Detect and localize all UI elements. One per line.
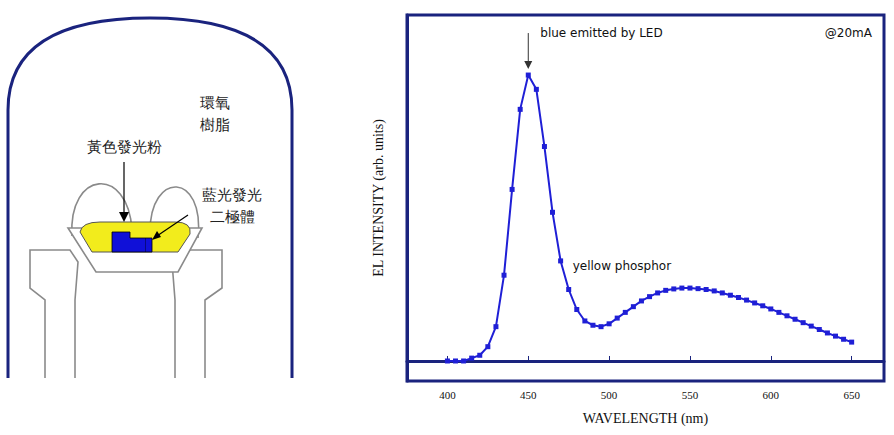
svg-text:blue emitted by LED: blue emitted by LED: [540, 26, 662, 40]
svg-text:WAVELENGTH (nm): WAVELENGTH (nm): [583, 411, 709, 427]
svg-text:400: 400: [439, 389, 456, 401]
svg-text:650: 650: [843, 389, 860, 401]
svg-text:450: 450: [520, 389, 537, 401]
svg-text:600: 600: [763, 389, 780, 401]
svg-text:@20mA: @20mA: [825, 26, 873, 40]
svg-text:黃色發光粉: 黃色發光粉: [87, 138, 162, 156]
svg-text:二極體: 二極體: [210, 208, 255, 226]
svg-text:環氧: 環氧: [200, 94, 230, 112]
svg-text:yellow phosphor: yellow phosphor: [573, 259, 672, 273]
svg-text:550: 550: [682, 389, 699, 401]
svg-text:500: 500: [601, 389, 618, 401]
svg-text:EL INTENSITY (arb. units): EL INTENSITY (arb. units): [371, 119, 387, 277]
svg-text:藍光發光: 藍光發光: [202, 186, 262, 204]
svg-text:樹脂: 樹脂: [200, 116, 230, 134]
